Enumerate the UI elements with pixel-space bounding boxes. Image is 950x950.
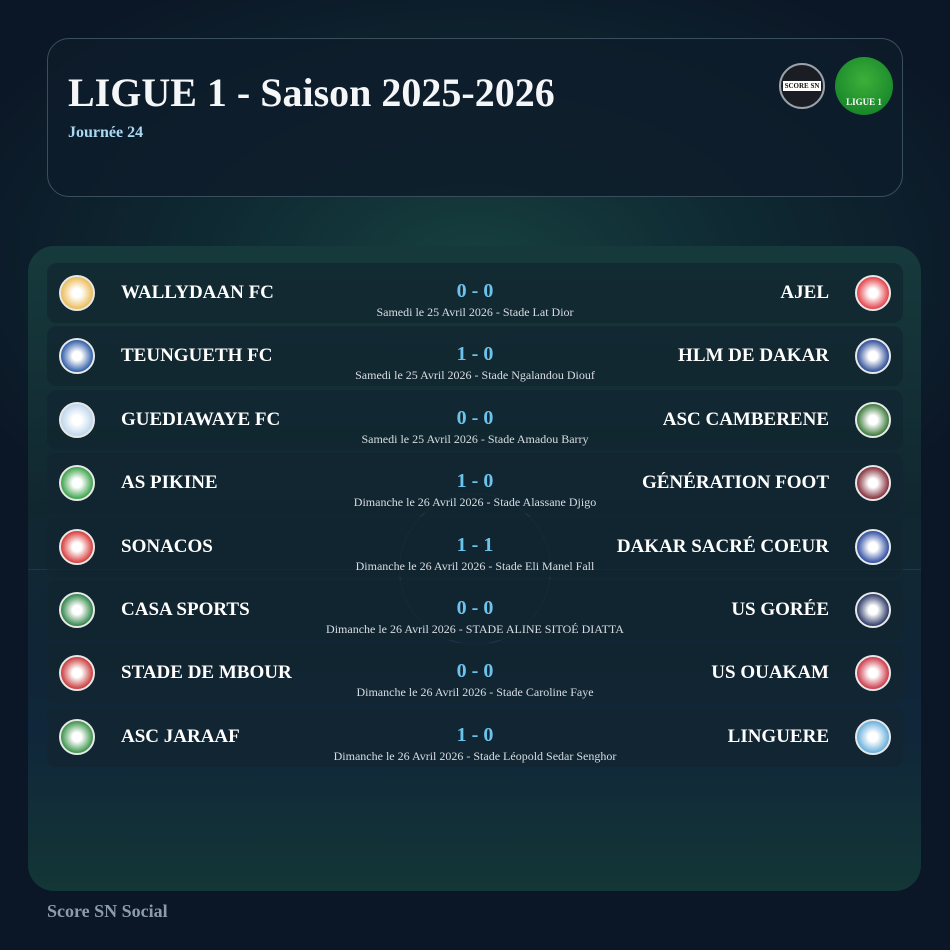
away-team-logo: [855, 401, 891, 438]
home-team-name: CASA SPORTS: [121, 599, 250, 620]
ligue1-logo: LIGUE 1: [835, 57, 893, 115]
match-info: Samedi le 25 Avril 2026 - Stade Ngalando…: [355, 368, 595, 383]
away-team-name: HLM DE DAKAR: [678, 345, 829, 367]
match-info: Samedi le 25 Avril 2026 - Stade Lat Dior: [376, 305, 574, 319]
home-team-logo: [59, 465, 95, 502]
match-info: Dimanche le 26 Avril 2026 - Stade Alassa…: [353, 495, 597, 510]
away-team-logo: [855, 592, 891, 628]
match-score: 0 - 0: [456, 597, 494, 619]
home-team-logo: [59, 718, 95, 755]
home-team-name: WALLYDAAN FC: [121, 282, 274, 303]
home-team-name: AS PIKINE: [121, 472, 218, 494]
match-row[interactable]: SONACOS 1 - 1 Dimanche le 26 Avril 2026 …: [47, 516, 903, 577]
footer-brand: Score SN Social: [47, 901, 168, 921]
away-team-logo: [855, 718, 891, 755]
home-team-name: SONACOS: [121, 535, 213, 557]
match-score: 1 - 0: [456, 723, 494, 746]
match-info: Samedi le 25 Avril 2026 - Stade Amadou B…: [361, 431, 589, 446]
match-row[interactable]: CASA SPORTS 0 - 0 Dimanche le 26 Avril 2…: [47, 580, 903, 640]
home-team-name: STADE DE MBOUR: [121, 662, 292, 684]
away-team-logo: [855, 338, 891, 375]
away-team-name: GÉNÉRATION FOOT: [641, 472, 829, 494]
away-team-name: ASC CAMBERENE: [662, 408, 829, 430]
away-team-logo: [855, 655, 891, 692]
match-info: Dimanche le 26 Avril 2026 - Stade Caroli…: [356, 685, 594, 700]
match-info: Dimanche le 26 Avril 2026 - STADE ALINE …: [326, 622, 624, 636]
matches-panel: WALLYDAAN FC 0 - 0 Samedi le 25 Avril 20…: [28, 246, 921, 891]
match-score: 1 - 0: [456, 343, 494, 366]
score-sn-logo: SCORE SN: [779, 63, 825, 109]
match-row[interactable]: ASC JARAAF 1 - 0 Dimanche le 26 Avril 20…: [47, 706, 903, 767]
match-row[interactable]: AS PIKINE 1 - 0 Dimanche le 26 Avril 202…: [47, 453, 903, 514]
match-score: 1 - 1: [456, 533, 494, 556]
header-card: LIGUE 1 - Saison 2025-2026 Journée 24 SC…: [47, 38, 903, 197]
away-team-name: US GORÉE: [731, 599, 829, 620]
home-team-logo: [59, 528, 95, 565]
match-score: 1 - 0: [456, 470, 494, 493]
home-team-logo: [59, 401, 95, 438]
page-title: LIGUE 1 - Saison 2025-2026: [68, 70, 555, 115]
home-team-name: ASC JARAAF: [121, 725, 240, 747]
match-score: 0 - 0: [456, 660, 494, 683]
home-team-logo: [59, 592, 95, 628]
home-team-logo: [59, 655, 95, 692]
away-team-name: LINGUERE: [727, 725, 829, 747]
away-team-name: DAKAR SACRÉ COEUR: [616, 535, 829, 557]
match-row[interactable]: STADE DE MBOUR 0 - 0 Dimanche le 26 Avri…: [47, 643, 903, 704]
match-info: Dimanche le 26 Avril 2026 - Stade Eli Ma…: [355, 558, 595, 573]
home-team-name: TEUNGUETH FC: [121, 345, 273, 367]
away-team-logo: [855, 528, 891, 565]
match-row[interactable]: WALLYDAAN FC 0 - 0 Samedi le 25 Avril 20…: [47, 263, 903, 323]
matchday-label: Journée 24: [68, 124, 144, 141]
match-score: 0 - 0: [456, 406, 494, 429]
away-team-name: US OUAKAM: [711, 662, 829, 684]
away-team-logo: [855, 275, 891, 311]
match-score: 0 - 0: [456, 280, 494, 302]
match-row[interactable]: GUEDIAWAYE FC 0 - 0 Samedi le 25 Avril 2…: [47, 389, 903, 450]
home-team-logo: [59, 275, 95, 311]
match-row[interactable]: TEUNGUETH FC 1 - 0 Samedi le 25 Avril 20…: [47, 326, 903, 387]
away-team-logo: [855, 465, 891, 502]
away-team-name: AJEL: [780, 282, 829, 303]
home-team-logo: [59, 338, 95, 375]
match-info: Dimanche le 26 Avril 2026 - Stade Léopol…: [333, 748, 617, 763]
home-team-name: GUEDIAWAYE FC: [121, 408, 281, 430]
